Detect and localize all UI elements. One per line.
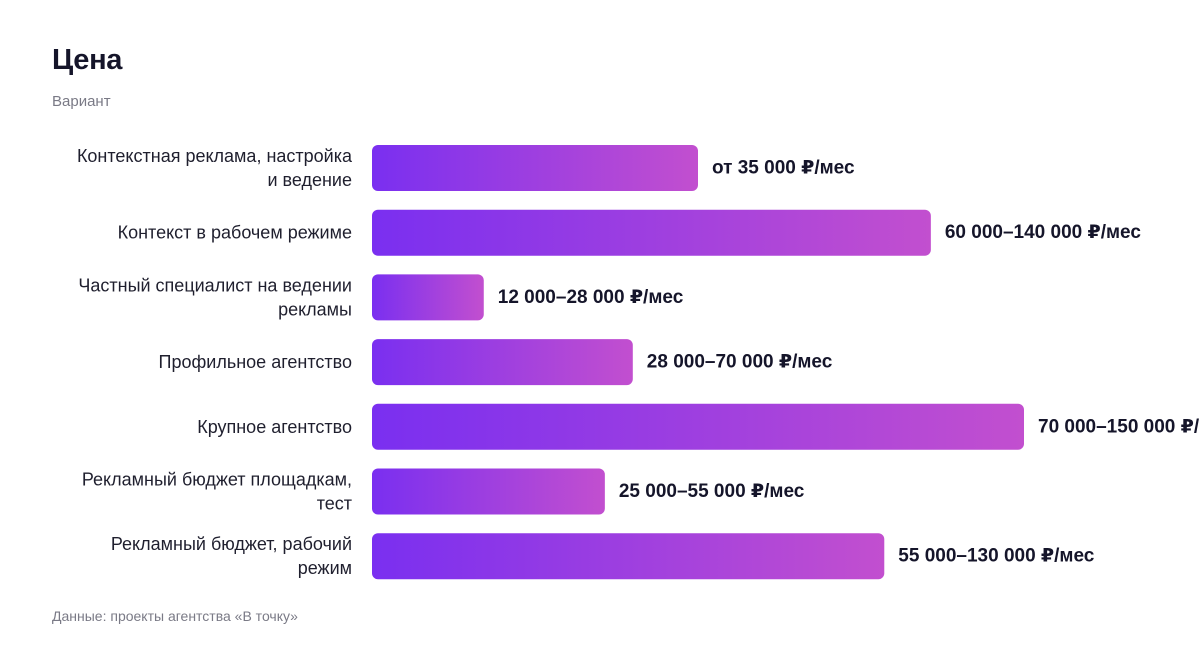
bar-1: [372, 145, 698, 191]
value-label: от 35 000 ₽/мес: [712, 158, 855, 179]
value-label: 60 000–140 000 ₽/мес: [945, 222, 1142, 243]
category-label: Рекламный бюджет, рабочий режим: [111, 534, 352, 578]
chart-source-note: Данные: проекты агентства «В точку»: [52, 608, 298, 624]
bar-6: [372, 468, 605, 515]
bar-5: [372, 403, 1024, 450]
bar-7: [372, 533, 885, 580]
chart-title: Цена: [52, 44, 123, 76]
value-label: 70 000–150 000 ₽/мес: [1038, 416, 1200, 437]
chart-subtitle: Вариант: [52, 93, 111, 110]
value-label: 12 000–28 000 ₽/мес: [498, 287, 684, 308]
category-label: Частный специалист на ведении рекламы: [78, 275, 352, 319]
bars-layer: Контекстная реклама, настройка и ведение о…: [77, 145, 1200, 580]
value-label: 28 000–70 000 ₽/мес: [647, 352, 833, 373]
category-label: Крупное агентство: [197, 417, 352, 437]
bar-4: [372, 339, 633, 386]
category-label: Контекстная реклама, настройка и ведение: [77, 146, 353, 190]
category-label: Контекст в рабочем режиме: [118, 223, 352, 243]
category-label: Рекламный бюджет площадкам, тест: [82, 470, 352, 514]
bar-3: [372, 274, 484, 321]
value-label: 55 000–130 000 ₽/мес: [898, 546, 1095, 567]
value-label: 25 000–55 000 ₽/мес: [619, 481, 805, 502]
category-label: Профильное агентство: [159, 352, 352, 372]
bar-2: [372, 209, 931, 256]
